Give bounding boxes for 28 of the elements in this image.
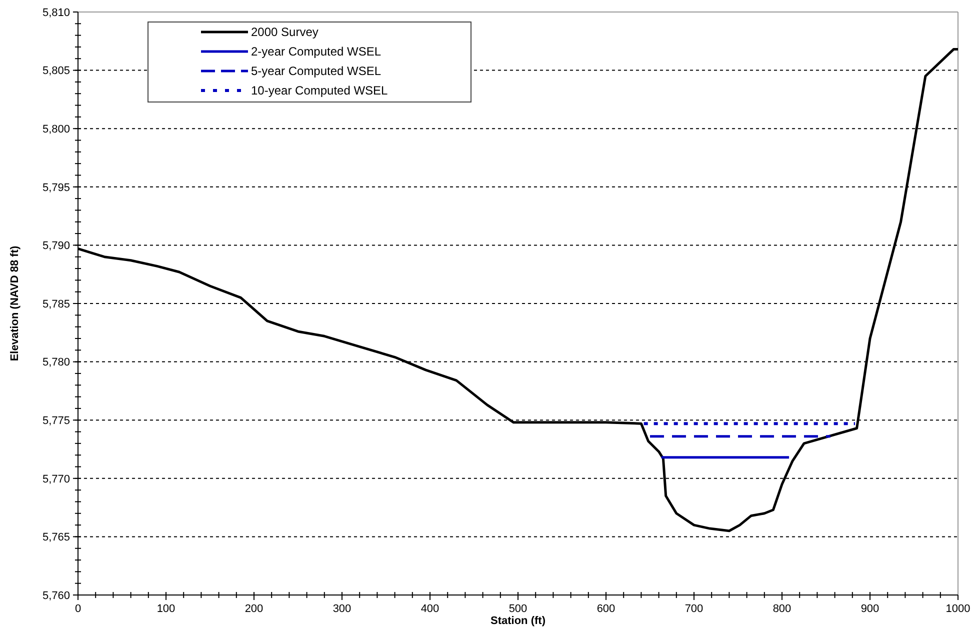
y-tick-label: 5,785: [42, 298, 70, 310]
y-tick-label: 5,790: [42, 240, 70, 252]
y-tick-label: 5,810: [42, 6, 70, 19]
legend-label: 2-year Computed WSEL: [251, 44, 382, 59]
legend-label: 2000 Survey: [251, 25, 318, 40]
x-tick-label: 300: [332, 603, 352, 615]
x-tick-label: 900: [860, 603, 880, 615]
y-tick-label: 5,780: [42, 356, 70, 369]
y-tick-label: 5,805: [42, 65, 70, 78]
x-tick-label: 1000: [946, 603, 970, 615]
x-tick-label: 0: [74, 603, 82, 615]
y-axis-title: Elevation (NAVD 88 ft): [9, 246, 21, 362]
legend-label: 10-year Computed WSEL: [251, 84, 388, 98]
x-tick-label: 800: [772, 603, 792, 615]
x-tick-label: 200: [244, 603, 264, 615]
x-tick-label: 500: [508, 603, 528, 615]
y-tick-label: 5,760: [42, 590, 70, 602]
x-tick-label: 400: [420, 603, 440, 615]
y-tick-label: 5,770: [42, 473, 70, 486]
y-tick-label: 5,775: [42, 414, 70, 427]
y-tick-label: 5,795: [42, 182, 70, 194]
legend-label: 5-year Computed WSEL: [251, 64, 382, 78]
y-tick-label: 5,800: [42, 123, 70, 136]
x-tick-label: 100: [156, 603, 176, 615]
x-tick-label: 600: [596, 603, 616, 615]
x-axis-title: Station (ft): [490, 615, 546, 627]
y-tick-label: 5,765: [42, 532, 70, 544]
x-tick-label: 700: [684, 603, 704, 615]
